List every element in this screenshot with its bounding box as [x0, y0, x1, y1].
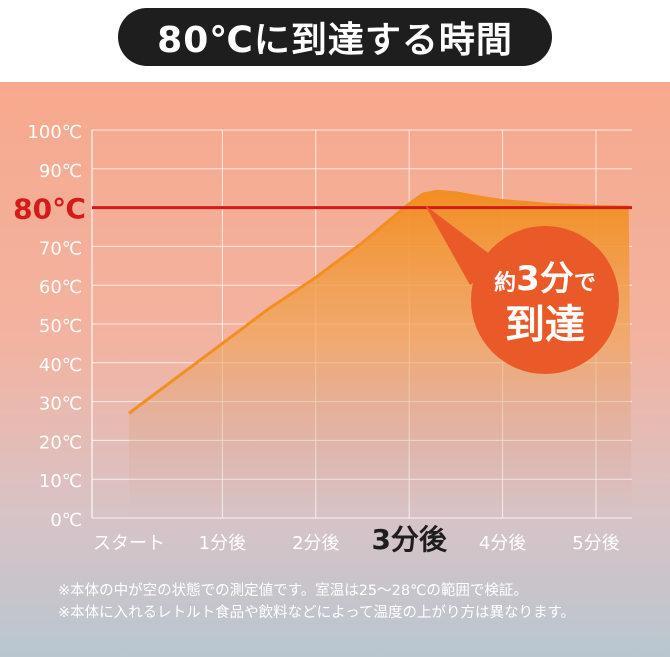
note-line-1: ※本体の中が空の状態での測定値です。室温は25〜28℃の範囲で検証。 [58, 583, 528, 599]
y-tick-label: 60℃ [39, 277, 82, 298]
chart-title: 80℃に到達する時間 [157, 20, 513, 61]
target-line-label: 80℃ [13, 193, 86, 226]
x-tick-label: 4分後 [479, 533, 526, 554]
note-line-2: ※本体に入れるレトルト食品や飲料などによって温度の上がり方は異なります。 [58, 605, 576, 621]
y-tick-label: 50℃ [39, 316, 82, 337]
x-tick-label: 5分後 [572, 533, 619, 554]
x-tick-label: スタート [93, 533, 165, 554]
y-tick-label: 20℃ [39, 432, 82, 453]
y-tick-label: 100℃ [27, 122, 82, 143]
callout-line-2: 到達 [505, 302, 585, 348]
y-tick-label: 10℃ [39, 471, 82, 492]
axis-label-layer: 0℃ 10℃ 20℃ 30℃ 40℃ 50℃ 60℃ 70℃ 90℃ 100℃ 80℃ スタート 1分後… [13, 122, 620, 556]
x-tick-label: 1分後 [199, 533, 246, 554]
y-tick-label: 70℃ [39, 238, 82, 259]
callout-line-1: 約3分で [494, 259, 596, 299]
y-tick-label: 30℃ [39, 394, 82, 415]
y-tick-label: 0℃ [50, 510, 82, 531]
y-tick-label: 40℃ [39, 355, 82, 376]
title-banner: 80℃に到達する時間 [118, 8, 552, 66]
temperature-line [128, 189, 629, 415]
callout-bubble [471, 226, 619, 374]
x-tick-label-highlight: 3分後 [371, 523, 447, 556]
y-tick-label: 90℃ [39, 161, 82, 182]
x-tick-label: 2分後 [292, 533, 339, 554]
